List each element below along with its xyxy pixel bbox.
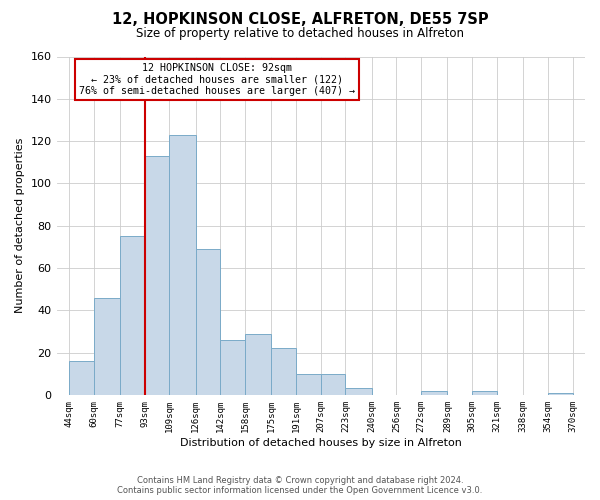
Bar: [220, 340, 245, 395]
Bar: [145, 156, 169, 395]
Text: 12 HOPKINSON CLOSE: 92sqm
← 23% of detached houses are smaller (122)
76% of semi: 12 HOPKINSON CLOSE: 92sqm ← 23% of detac…: [79, 63, 355, 96]
Bar: [94, 298, 120, 395]
Text: Contains HM Land Registry data © Crown copyright and database right 2024.
Contai: Contains HM Land Registry data © Crown c…: [118, 476, 482, 495]
Text: 12, HOPKINSON CLOSE, ALFRETON, DE55 7SP: 12, HOPKINSON CLOSE, ALFRETON, DE55 7SP: [112, 12, 488, 28]
Bar: [271, 348, 296, 395]
Bar: [346, 388, 372, 395]
Bar: [169, 134, 196, 395]
Bar: [421, 390, 448, 395]
Bar: [69, 361, 94, 395]
Bar: [472, 390, 497, 395]
Bar: [245, 334, 271, 395]
X-axis label: Distribution of detached houses by size in Alfreton: Distribution of detached houses by size …: [180, 438, 462, 448]
Text: Size of property relative to detached houses in Alfreton: Size of property relative to detached ho…: [136, 28, 464, 40]
Bar: [196, 249, 220, 395]
Y-axis label: Number of detached properties: Number of detached properties: [15, 138, 25, 314]
Bar: [321, 374, 346, 395]
Bar: [548, 392, 572, 395]
Bar: [120, 236, 145, 395]
Bar: [296, 374, 321, 395]
